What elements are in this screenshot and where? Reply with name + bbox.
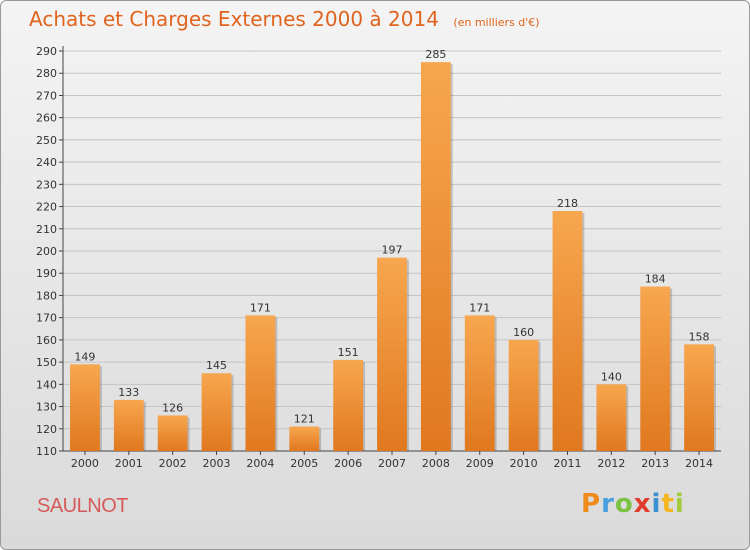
x-tick-label: 2014 [685, 457, 713, 470]
y-tick-label: 150 [36, 356, 57, 369]
x-tick-label: 2012 [597, 457, 625, 470]
chart-subtitle: (en milliers d'€) [453, 16, 540, 29]
proxiti-logo[interactable]: Proxiti [581, 489, 685, 519]
logo-letter: x [633, 489, 652, 519]
x-tick-label: 2010 [510, 457, 538, 470]
logo-letter: i [651, 489, 662, 519]
bar [552, 211, 583, 451]
labels: 110 120 130 140 150 160 170 180 190 200 210 220 230 2… [36, 45, 713, 470]
bar-value-label: 160 [513, 326, 534, 339]
x-tick-label: 2013 [641, 457, 669, 470]
y-tick-label: 110 [36, 445, 57, 458]
y-tick-label: 130 [36, 401, 57, 414]
chart-title: Achats et Charges Externes 2000 à 2014 (… [29, 7, 540, 31]
x-tick-label: 2007 [378, 457, 406, 470]
bar [289, 426, 320, 451]
x-tick-label: 2011 [553, 457, 581, 470]
x-tick-label: 2009 [466, 457, 494, 470]
bar-value-label: 145 [206, 359, 227, 372]
y-tick-label: 280 [36, 67, 57, 80]
x-tick-label: 2006 [334, 457, 362, 470]
y-tick-label: 220 [36, 201, 57, 214]
y-tick-label: 140 [36, 378, 57, 391]
y-tick-label: 160 [36, 334, 57, 347]
bar-value-label: 151 [338, 346, 359, 359]
y-tick-label: 180 [36, 289, 57, 302]
bar-value-label: 149 [74, 350, 95, 363]
bar [113, 399, 144, 451]
logo-letter: P [581, 489, 602, 519]
bar-value-label: 285 [425, 48, 446, 61]
logo-letter: r [601, 489, 615, 519]
x-tick-label: 2000 [71, 457, 99, 470]
logo-letter: o [614, 489, 634, 519]
x-tick-label: 2004 [246, 457, 274, 470]
x-tick-label: 2008 [422, 457, 450, 470]
bar [640, 286, 671, 451]
x-tick-label: 2005 [290, 457, 318, 470]
y-tick-label: 200 [36, 245, 57, 258]
bar [245, 315, 276, 451]
bar-value-label: 158 [689, 330, 710, 343]
bar [201, 373, 232, 451]
y-tick-label: 270 [36, 89, 57, 102]
bar-value-label: 171 [469, 301, 490, 314]
y-tick-label: 170 [36, 312, 57, 325]
y-tick-label: 290 [36, 45, 57, 58]
x-tick-label: 2001 [115, 457, 143, 470]
x-tick-label: 2003 [203, 457, 231, 470]
y-tick-label: 120 [36, 423, 57, 436]
y-tick-label: 240 [36, 156, 57, 169]
bar-value-label: 218 [557, 197, 578, 210]
y-tick-label: 210 [36, 223, 57, 236]
bar-value-label: 126 [162, 401, 183, 414]
y-tick-label: 230 [36, 178, 57, 191]
bar [464, 315, 495, 451]
bar [377, 257, 407, 451]
bars [70, 62, 716, 451]
bar [157, 415, 188, 451]
y-tick-label: 250 [36, 134, 57, 147]
y-tick-label: 190 [36, 267, 57, 280]
bar [420, 62, 451, 451]
bar-value-label: 197 [382, 244, 403, 257]
y-tick-label: 260 [36, 112, 57, 125]
bar-value-label: 133 [118, 386, 139, 399]
logo-letter: t [661, 489, 675, 519]
bar-value-label: 140 [601, 370, 622, 383]
bar [333, 359, 364, 451]
bar-value-label: 171 [250, 301, 271, 314]
bar [596, 384, 627, 451]
bar-value-label: 184 [645, 273, 666, 286]
chart-title-text: Achats et Charges Externes 2000 à 2014 [29, 7, 439, 31]
bar-value-label: 121 [294, 413, 315, 426]
commune-name: SAULNOT [37, 495, 128, 517]
logo-letter: i [674, 489, 685, 519]
bar [508, 339, 539, 451]
x-tick-label: 2002 [159, 457, 187, 470]
bar [684, 344, 714, 451]
bar [70, 364, 100, 451]
